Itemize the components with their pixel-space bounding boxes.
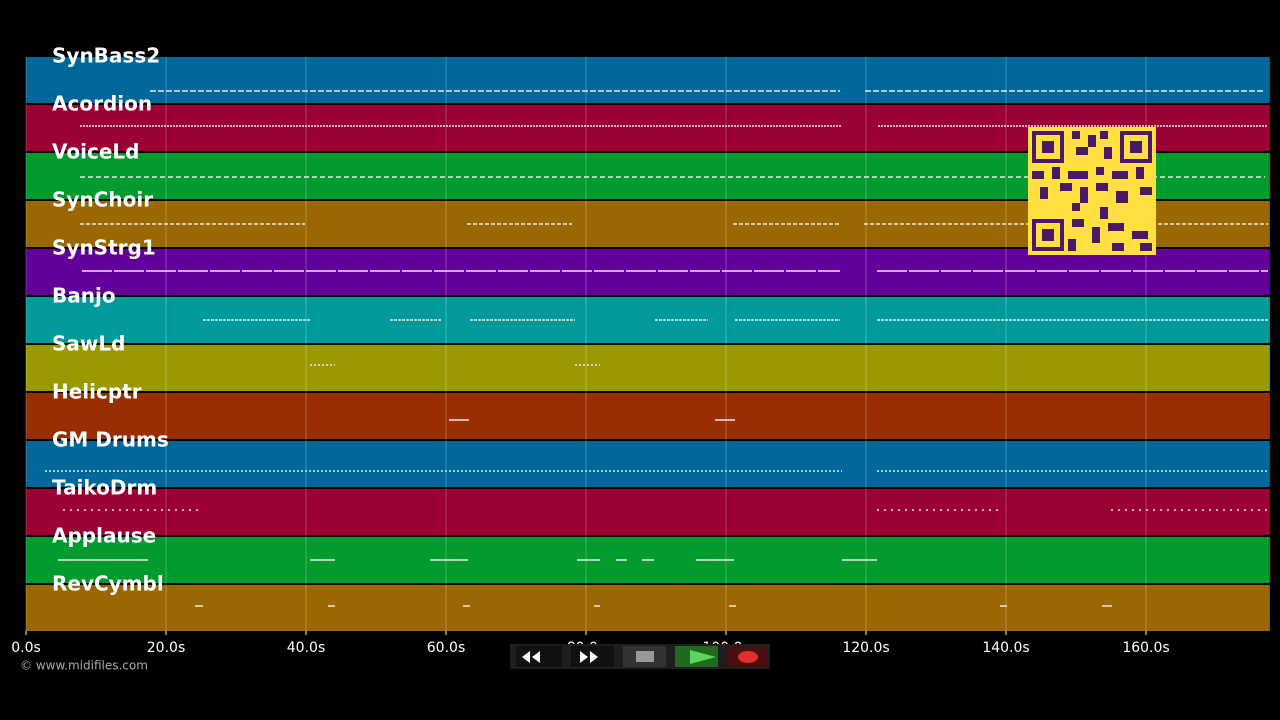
track-name: TaikoDrm (52, 476, 157, 500)
track-name: GM Drums (52, 428, 169, 452)
labels: SynBass2 Acordion VoiceLd SynChoir SynStrg1 B… (52, 44, 169, 596)
track-name: Banjo (52, 284, 116, 308)
qr-finder (1032, 219, 1064, 251)
rewind-button[interactable] (516, 646, 562, 667)
stop-icon (636, 651, 654, 662)
qr-finder (1032, 131, 1064, 163)
track-lane (26, 57, 1270, 103)
record-button[interactable] (727, 646, 768, 667)
track-name: VoiceLd (52, 140, 139, 164)
tick-label: 160.0s (1122, 640, 1169, 656)
transport-controls (510, 644, 770, 669)
tick-label: 140.0s (982, 640, 1029, 656)
track-name: SynChoir (52, 188, 153, 212)
track-name: SynStrg1 (52, 236, 156, 260)
track-lane (26, 393, 1270, 439)
track-lane (26, 249, 1270, 295)
track-name: Applause (52, 524, 156, 548)
stop-button[interactable] (623, 646, 666, 667)
fast-forward-button[interactable] (571, 646, 614, 667)
tick-label: 40.0s (287, 640, 325, 656)
track-name: Acordion (52, 92, 152, 116)
track-name: RevCymbl (52, 572, 164, 596)
track-lane (26, 441, 1270, 487)
track-name: Helicptr (52, 380, 142, 404)
rewind-icon (522, 651, 540, 663)
track-name: SynBass2 (52, 44, 160, 68)
tick-label: 20.0s (147, 640, 185, 656)
qr-code (1028, 127, 1156, 255)
fast-forward-icon (580, 651, 598, 663)
record-icon (738, 651, 758, 663)
tick-label: 60.0s (427, 640, 465, 656)
qr-modules (1032, 131, 1152, 251)
track-lane (26, 345, 1270, 391)
tick-label: 120.0s (842, 640, 889, 656)
grid (25, 57, 1147, 631)
play-button[interactable] (675, 646, 718, 667)
copyright: © www.midifiles.com (20, 659, 148, 673)
track-lane (26, 489, 1270, 535)
track-name: SawLd (52, 332, 125, 356)
track-lane (26, 585, 1270, 631)
qr-finder (1120, 131, 1152, 163)
play-icon (690, 650, 716, 664)
tick-label: 0.0s (11, 640, 41, 656)
